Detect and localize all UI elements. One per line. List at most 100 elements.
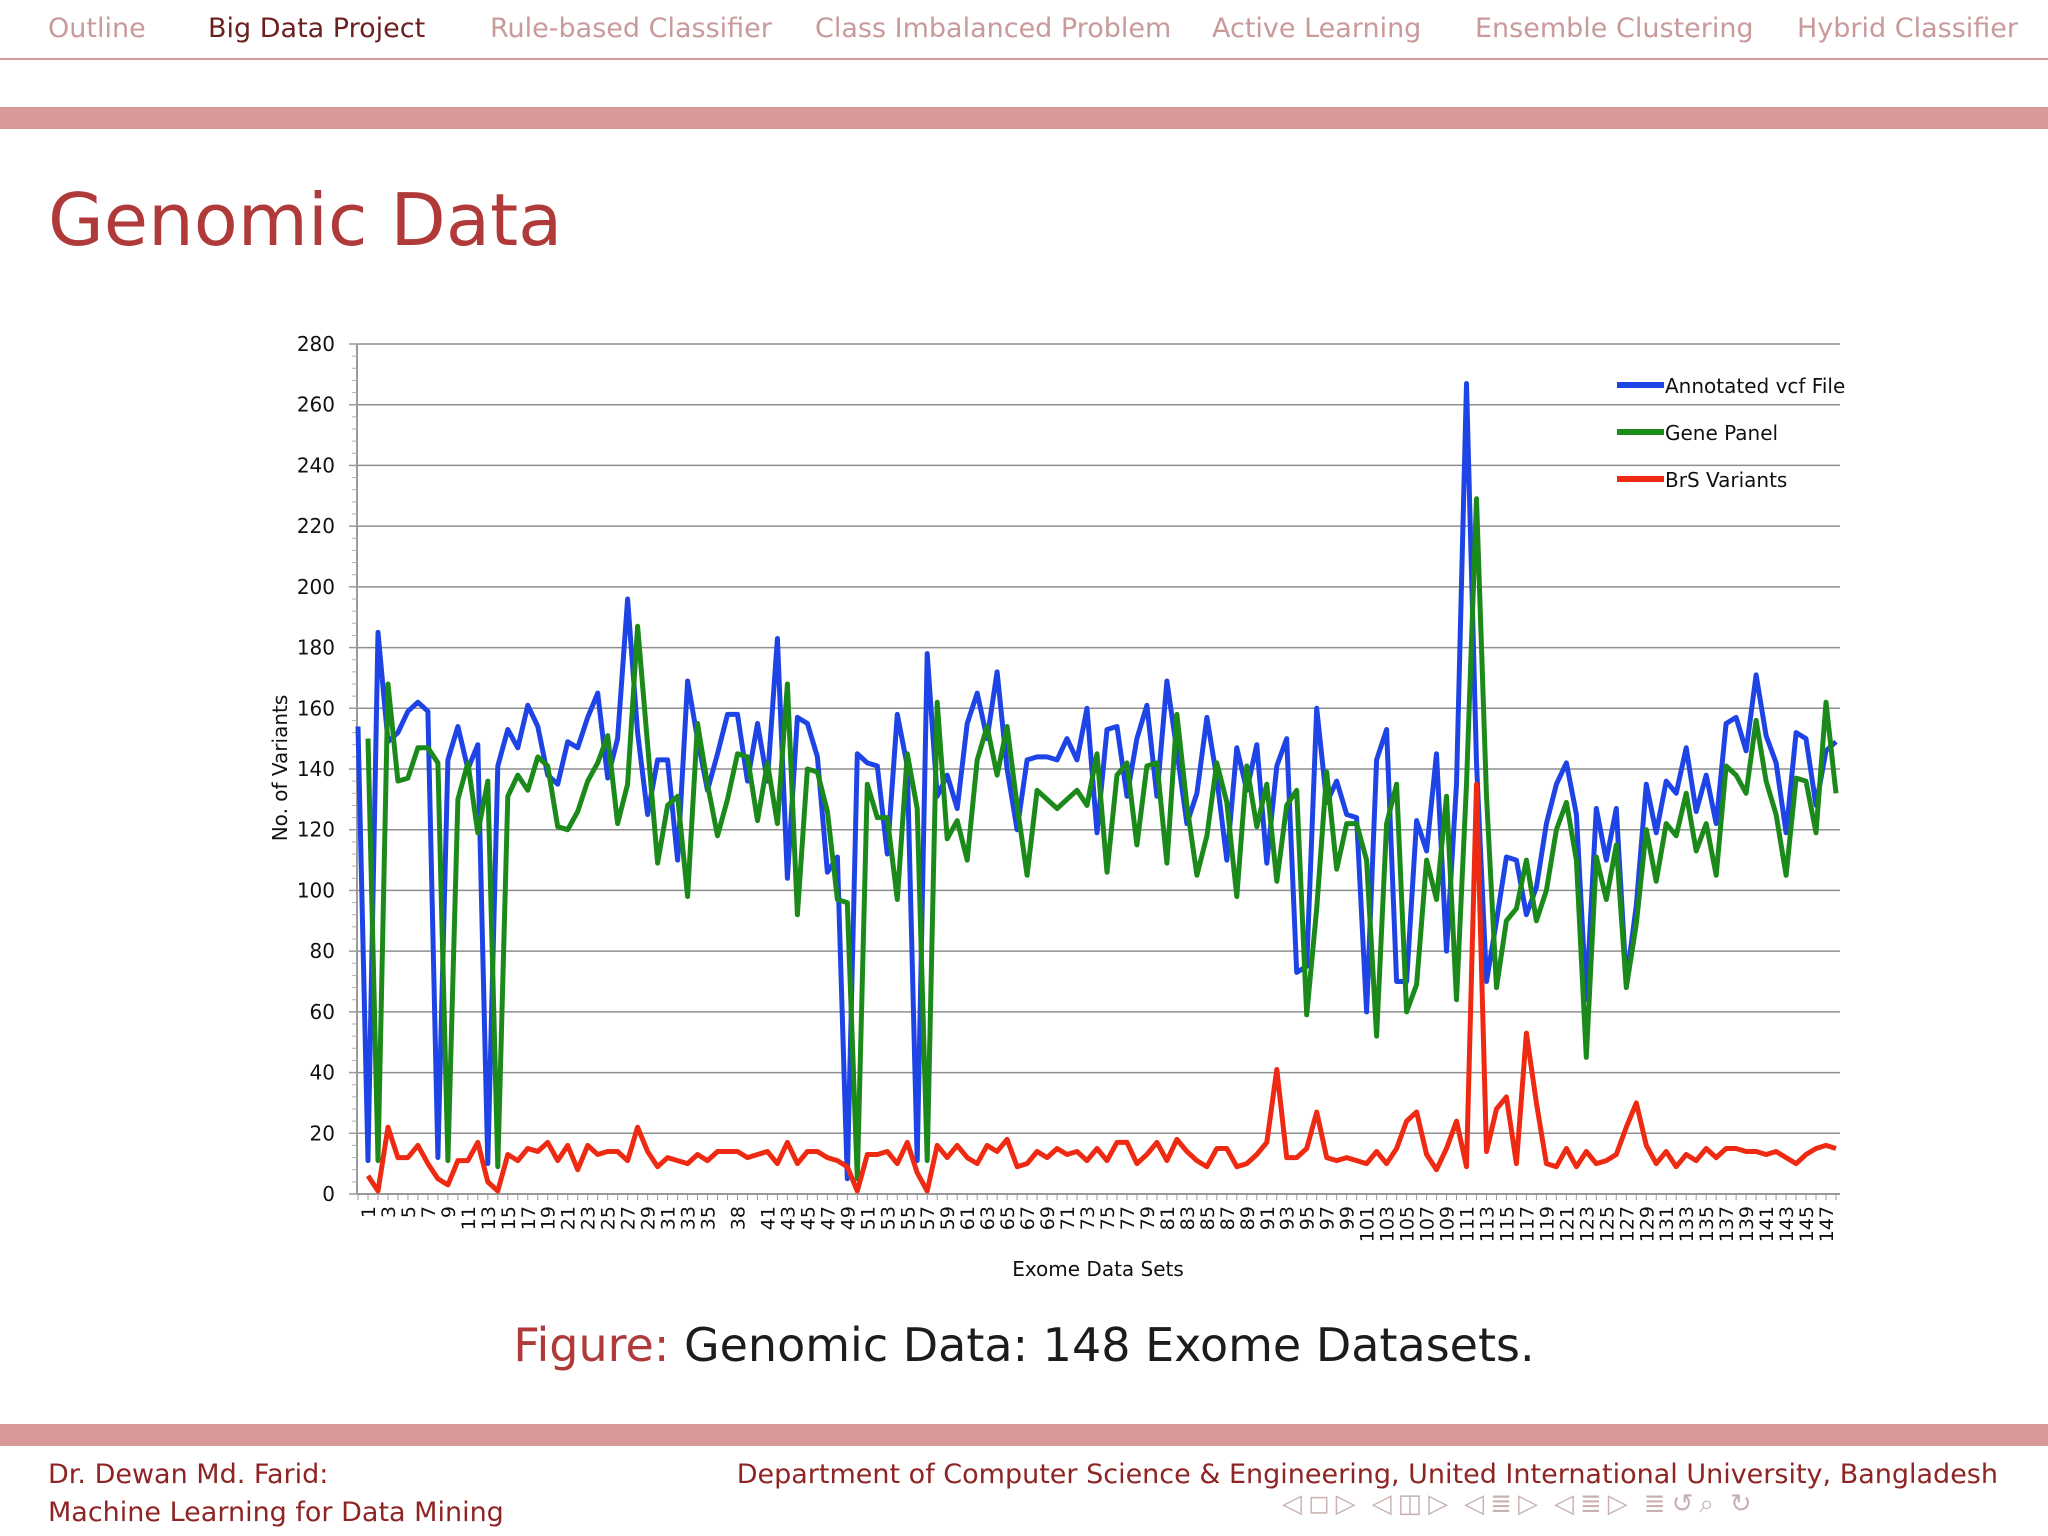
x-tick-label: 61 bbox=[957, 1206, 979, 1230]
nav-symbol-icon[interactable]: ≣ bbox=[1579, 1489, 1604, 1519]
nav-symbol-icon[interactable]: ▷ bbox=[1428, 1489, 1451, 1519]
y-tick-labels: 0 20 40 60 80 100 120 140 160 180 200 220 240 260 280 bbox=[297, 332, 357, 1206]
x-tick-label: 13 bbox=[478, 1206, 500, 1230]
nav-item-rule-based-classifier[interactable]: Rule-based Classifier bbox=[490, 13, 772, 44]
y-tick-label: 120 bbox=[297, 818, 335, 842]
y-tick-label: 80 bbox=[310, 939, 335, 963]
y-tick-label: 0 bbox=[322, 1182, 335, 1206]
x-tick-label: 95 bbox=[1297, 1206, 1319, 1230]
x-tick-label: 127 bbox=[1616, 1206, 1638, 1242]
x-tick-label: 81 bbox=[1157, 1206, 1179, 1230]
nav-symbol-icon[interactable]: ▷ bbox=[1607, 1489, 1630, 1519]
x-tick-label: 111 bbox=[1457, 1206, 1479, 1242]
x-tick-label: 23 bbox=[578, 1206, 600, 1230]
y-axis-title: No. of Variants bbox=[268, 695, 292, 842]
nav-symbol-icon[interactable]: ↺ bbox=[1671, 1489, 1696, 1519]
x-tick-label: 35 bbox=[698, 1206, 720, 1230]
x-tick-label: 147 bbox=[1816, 1206, 1838, 1242]
x-tick-label: 49 bbox=[837, 1206, 859, 1230]
y-tick-label: 240 bbox=[297, 453, 335, 477]
nav-symbol-icon[interactable]: ◁ bbox=[1553, 1489, 1576, 1519]
x-tick-label: 83 bbox=[1177, 1206, 1199, 1230]
nav-symbol-icon[interactable]: ▷ bbox=[1335, 1489, 1358, 1519]
nav-symbol-icon[interactable]: ▷ bbox=[1517, 1489, 1540, 1519]
x-tick-label: 89 bbox=[1237, 1206, 1259, 1230]
x-tick-label: 21 bbox=[558, 1206, 580, 1230]
x-tick-label: 9 bbox=[438, 1206, 460, 1218]
x-tick-label: 38 bbox=[727, 1206, 749, 1230]
nav-symbol-icon[interactable]: ◫ bbox=[1397, 1489, 1425, 1519]
nav-symbol-icon[interactable]: ≣ bbox=[1490, 1489, 1514, 1519]
x-tick-label: 57 bbox=[917, 1206, 939, 1230]
x-tick-label: 15 bbox=[498, 1206, 520, 1230]
x-tick-label: 27 bbox=[618, 1206, 640, 1230]
x-tick-label: 7 bbox=[418, 1206, 440, 1218]
y-tick-label: 100 bbox=[297, 878, 335, 902]
x-tick-label: 69 bbox=[1037, 1206, 1059, 1230]
y-tick-label: 180 bbox=[297, 636, 335, 660]
caption-prefix: Figure: bbox=[513, 1318, 670, 1372]
x-tick-label: 67 bbox=[1017, 1206, 1039, 1230]
x-tick-label: 11 bbox=[458, 1206, 480, 1230]
footer-band bbox=[0, 1424, 2048, 1446]
y-tick-label: 280 bbox=[297, 332, 335, 356]
x-tick-label: 137 bbox=[1716, 1206, 1738, 1242]
caption-text: Genomic Data: 148 Exome Datasets. bbox=[683, 1318, 1535, 1372]
x-tick-label: 87 bbox=[1217, 1206, 1239, 1230]
header-band bbox=[0, 107, 2048, 129]
nav-symbol-icon[interactable]: ↻ bbox=[1729, 1489, 1754, 1519]
x-tick-label: 47 bbox=[817, 1206, 839, 1230]
x-tick-label: 99 bbox=[1337, 1206, 1359, 1230]
nav-symbol-icon[interactable]: ⌕ bbox=[1699, 1489, 1716, 1519]
x-tick-label: 65 bbox=[997, 1206, 1019, 1230]
x-tick-label: 125 bbox=[1596, 1206, 1618, 1242]
footer-course: Machine Learning for Data Mining bbox=[48, 1497, 504, 1528]
x-tick-label: 77 bbox=[1117, 1206, 1139, 1230]
series-line-1 bbox=[365, 496, 1839, 1182]
x-tick-label: 41 bbox=[757, 1206, 779, 1230]
nav-symbol-icon[interactable]: ◁ bbox=[1282, 1489, 1304, 1519]
nav-item-hybrid-classifier[interactable]: Hybrid Classifier bbox=[1797, 13, 2018, 44]
x-tick-label: 115 bbox=[1496, 1206, 1518, 1242]
x-tick-label: 117 bbox=[1516, 1206, 1538, 1242]
nav-item-outline[interactable]: Outline bbox=[48, 13, 146, 44]
nav-item-big-data-project[interactable]: Big Data Project bbox=[208, 13, 426, 44]
x-tick-label: 107 bbox=[1417, 1206, 1439, 1242]
nav-item-active-learning[interactable]: Active Learning bbox=[1212, 13, 1422, 44]
x-tick-label: 1 bbox=[358, 1206, 380, 1218]
nav-item-class-imbalanced-problem[interactable]: Class Imbalanced Problem bbox=[815, 13, 1172, 44]
x-tick-label: 3 bbox=[378, 1206, 400, 1218]
series-line-2 bbox=[365, 781, 1837, 1194]
nav-symbol-icon[interactable]: ◁ bbox=[1464, 1489, 1487, 1519]
x-tick-label: 45 bbox=[797, 1206, 819, 1230]
x-tick-label: 5 bbox=[398, 1206, 420, 1218]
nav-symbol-icon[interactable]: ≣ bbox=[1643, 1489, 1668, 1519]
footer-department: Department of Computer Science & Enginee… bbox=[736, 1459, 1998, 1490]
x-tick-label: 129 bbox=[1636, 1206, 1658, 1242]
x-tick-label: 109 bbox=[1437, 1206, 1459, 1242]
nav-item-ensemble-clustering[interactable]: Ensemble Clustering bbox=[1475, 13, 1754, 44]
beamer-navigation-controls[interactable]: ◁ ◻ ▷ ◁ ◫ ▷ ◁ ≣ ▷ ◁ ≣ ▷ ≣ ↺ ⌕ ↻ bbox=[1282, 1489, 1758, 1520]
x-tick-label: 105 bbox=[1397, 1206, 1419, 1242]
x-tick-label: 135 bbox=[1696, 1206, 1718, 1242]
nav-symbol-icon[interactable]: ◻ bbox=[1308, 1489, 1332, 1519]
chart-series bbox=[355, 381, 1839, 1194]
x-tick-label: 75 bbox=[1097, 1206, 1119, 1230]
footer-author: Dr. Dewan Md. Farid: bbox=[48, 1459, 329, 1490]
nav-symbol-icon[interactable]: ◁ bbox=[1371, 1489, 1394, 1519]
x-tick-label: 133 bbox=[1676, 1206, 1698, 1242]
y-tick-label: 20 bbox=[310, 1121, 335, 1145]
x-tick-label: 143 bbox=[1776, 1206, 1798, 1242]
slide-title: Genomic Data bbox=[48, 178, 563, 262]
line-chart: 020406080100120140160180200220240260280 … bbox=[268, 332, 1845, 1281]
x-tick-label: 85 bbox=[1197, 1206, 1219, 1230]
y-tick-label: 160 bbox=[297, 696, 335, 720]
x-tick-label: 121 bbox=[1556, 1206, 1578, 1242]
x-tick-label: 29 bbox=[638, 1206, 660, 1230]
x-tick-label: 25 bbox=[598, 1206, 620, 1230]
x-tick-label: 123 bbox=[1576, 1206, 1598, 1242]
x-tick-label: 139 bbox=[1736, 1206, 1758, 1242]
figure-caption: Figure: Genomic Data: 148 Exome Datasets… bbox=[0, 1318, 2048, 1372]
x-tick-label: 51 bbox=[857, 1206, 879, 1230]
